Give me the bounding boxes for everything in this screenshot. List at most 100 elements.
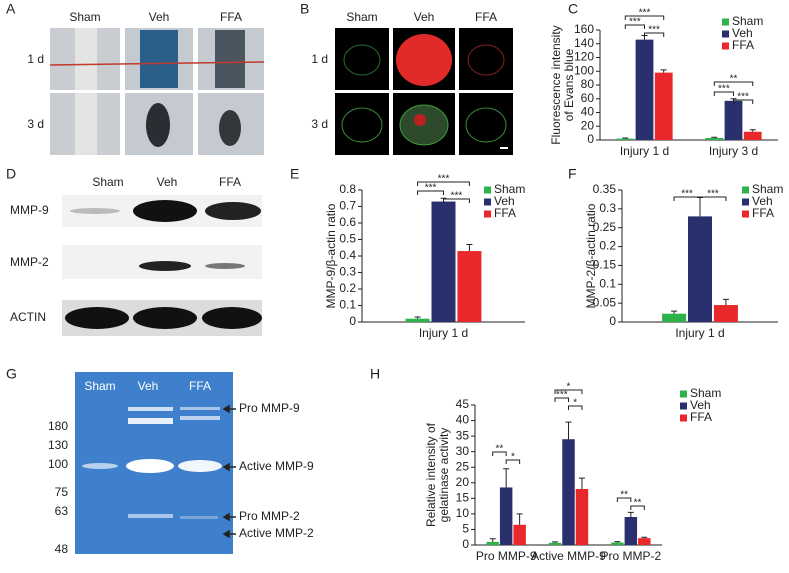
legend-swatch (742, 198, 749, 206)
column-label: FFA (189, 379, 211, 393)
marker-label: 180 (48, 419, 68, 433)
panel-label: E (290, 166, 299, 182)
error-bar (489, 538, 496, 542)
bar (662, 313, 687, 322)
bar (611, 542, 624, 545)
legend-swatch (484, 198, 491, 206)
legend-swatch (484, 186, 491, 194)
y-tick-label: 20 (456, 475, 470, 489)
error-bar (466, 243, 473, 252)
y-tick-label: 0 (609, 314, 616, 328)
panel-label: F (568, 166, 577, 182)
error-bar (414, 316, 421, 319)
x-tick-label: Injury 3 d (709, 144, 758, 158)
band-label: Pro MMP-9 (239, 401, 300, 415)
y-tick-label: 0 (349, 314, 356, 328)
x-tick-label: Active MMP-9 (531, 549, 606, 563)
bar (405, 318, 430, 322)
row-label: 1 d (311, 52, 328, 66)
significance-label: *** (639, 8, 651, 19)
y-tick-label: 45 (456, 397, 470, 411)
band-arrows (222, 404, 236, 539)
row-label: 1 d (27, 52, 44, 66)
column-label: FFA (475, 10, 497, 24)
significance-label: *** (648, 25, 660, 36)
y-tick-label: 0.3 (339, 265, 356, 279)
significance-label: *** (629, 17, 641, 28)
significance-bracket (417, 181, 470, 186)
y-tick-label: 25 (456, 459, 470, 473)
legend-label: Sham (690, 386, 721, 400)
bar (688, 216, 712, 322)
significance-label: ** (620, 490, 628, 501)
error-bar (503, 468, 510, 488)
column-label: Sham (92, 175, 123, 189)
y-tick-label: 60 (581, 91, 595, 105)
panel-label: C (568, 1, 578, 17)
row-label: 3 d (27, 117, 44, 131)
row-label: ACTIN (10, 310, 46, 324)
legend-label: FFA (494, 206, 516, 220)
error-bar (516, 513, 523, 525)
bar (705, 137, 724, 140)
error-bar (614, 541, 621, 543)
legend-label: Sham (752, 182, 783, 196)
significance-bracket (443, 198, 470, 203)
legend-label: FFA (752, 206, 774, 220)
error-bar (641, 536, 648, 539)
column-label: FFA (220, 10, 242, 24)
y-tick-label: 35 (456, 428, 470, 442)
y-axis-label: Relative intensity of (424, 422, 438, 527)
bar (743, 131, 762, 140)
significance-bracket (554, 389, 583, 394)
bar (548, 542, 562, 545)
significance-label: *** (737, 92, 749, 103)
error-bar (552, 541, 559, 543)
significance-label: ** (634, 498, 642, 509)
significance-label: ** (496, 444, 504, 455)
error-bar (660, 69, 667, 73)
bar (654, 72, 673, 140)
bar (575, 489, 589, 545)
y-tick-label: 10 (456, 506, 470, 520)
y-axis-label: Fluorescence intensity (549, 25, 563, 144)
column-label: Veh (149, 10, 170, 24)
legend-label: Sham (494, 182, 525, 196)
y-axis-label: MMP-9/β-actin ratio (324, 203, 338, 308)
legend-swatch (680, 402, 687, 410)
legend-swatch (680, 414, 687, 422)
legend-swatch (680, 390, 687, 398)
x-tick-label: Pro MMP-2 (600, 549, 661, 563)
marker-label: 75 (55, 485, 69, 499)
y-tick-label: 0.7 (339, 199, 356, 213)
significance-bracket (624, 24, 645, 29)
column-label: Sham (69, 10, 100, 24)
significance-bracket (417, 190, 444, 195)
legend-label: Veh (752, 194, 773, 208)
y-axis-label: of Evans blue (562, 48, 576, 121)
zymogram (75, 372, 233, 554)
y-tick-label: 140 (574, 36, 594, 50)
column-label: Veh (157, 175, 178, 189)
legend-label: FFA (732, 38, 754, 52)
row-label: MMP-9 (10, 203, 49, 217)
significance-label: ** (730, 74, 738, 85)
error-bar (722, 298, 729, 306)
y-tick-label: 40 (581, 105, 595, 119)
y-tick-label: 0.35 (593, 182, 617, 196)
significance-label: *** (707, 189, 719, 200)
y-tick-label: 0.1 (339, 298, 356, 312)
y-axis-label: MMP-2/β-actin ratio (584, 203, 598, 308)
legend-swatch (742, 210, 749, 218)
y-tick-label: 120 (574, 50, 594, 64)
bar (486, 541, 499, 545)
y-tick-label: 0 (462, 537, 469, 551)
significance-label: *** (718, 84, 730, 95)
significance-bracket (624, 15, 665, 20)
legend-swatch (722, 42, 729, 50)
x-tick-label: Injury 1 d (620, 144, 669, 158)
band-label: Active MMP-9 (239, 459, 314, 473)
significance-bracket (616, 497, 632, 502)
bar (724, 100, 743, 140)
significance-label: *** (556, 390, 568, 401)
